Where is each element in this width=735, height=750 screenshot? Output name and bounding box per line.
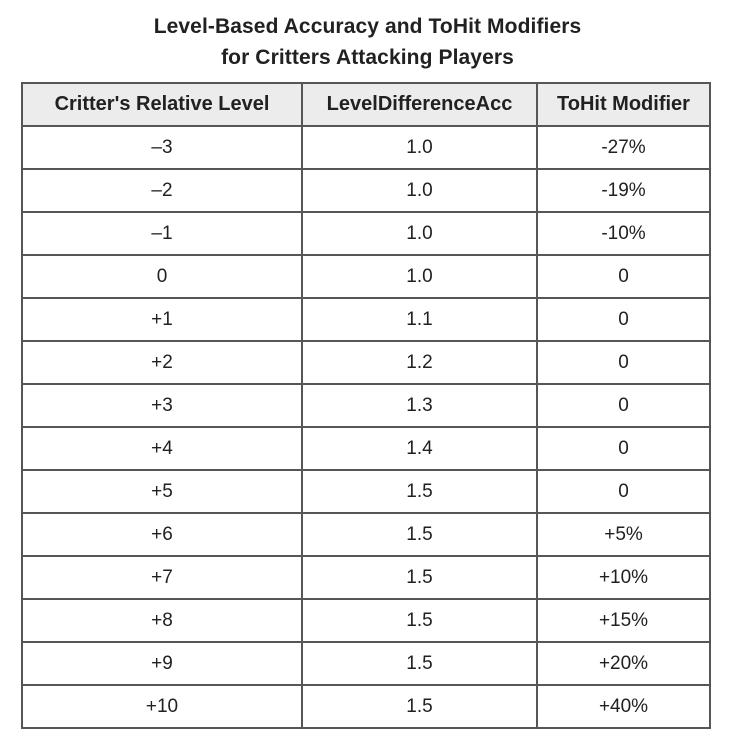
- table-cell: +4: [21, 426, 303, 471]
- table-row: +5 1.5 0: [21, 469, 711, 514]
- table-cell: 1.1: [301, 297, 538, 342]
- table-row: +9 1.5 +20%: [21, 641, 711, 686]
- table-cell: +10: [21, 684, 303, 729]
- table-cell: +3: [21, 383, 303, 428]
- table-cell: +6: [21, 512, 303, 557]
- header-row: Critter's Relative Level LevelDifferenceA…: [21, 82, 711, 127]
- table-row: +3 1.3 0: [21, 383, 711, 428]
- table-row: +8 1.5 +15%: [21, 598, 711, 643]
- table-cell: -10%: [536, 211, 711, 256]
- table-cell: +15%: [536, 598, 711, 643]
- table-cell: 1.0: [301, 168, 538, 213]
- table-cell: 1.4: [301, 426, 538, 471]
- table-row: +4 1.4 0: [21, 426, 711, 471]
- table-cell: 1.5: [301, 555, 538, 600]
- table-cell: 0: [536, 469, 711, 514]
- table-cell: +5%: [536, 512, 711, 557]
- table-title: Level-Based Accuracy and ToHit Modifiers…: [0, 0, 735, 73]
- table-cell: 0: [536, 297, 711, 342]
- table-cell: –1: [21, 211, 303, 256]
- table-row: +1 1.1 0: [21, 297, 711, 342]
- table-cell: 1.0: [301, 211, 538, 256]
- table-cell: 1.3: [301, 383, 538, 428]
- table-cell: 0: [536, 426, 711, 471]
- level-modifiers-table: Critter's Relative Level LevelDifferenceA…: [21, 82, 711, 729]
- table-cell: 0: [536, 340, 711, 385]
- table-cell: +20%: [536, 641, 711, 686]
- table-cell: 1.5: [301, 641, 538, 686]
- table-cell: 1.2: [301, 340, 538, 385]
- table-cell: 1.5: [301, 469, 538, 514]
- table-cell: +5: [21, 469, 303, 514]
- column-header-0: Critter's Relative Level: [21, 82, 303, 127]
- table-row: +7 1.5 +10%: [21, 555, 711, 600]
- table-cell: 1.5: [301, 684, 538, 729]
- column-header-1: LevelDifferenceAcc: [301, 82, 538, 127]
- table-cell: –3: [21, 125, 303, 170]
- table-cell: +8: [21, 598, 303, 643]
- table-cell: 1.5: [301, 598, 538, 643]
- table-cell: +7: [21, 555, 303, 600]
- table-body: –3 1.0 -27% –2 1.0 -19% –1 1.0 -10% 0 1.0 0 +1 1.1 0 +2…: [21, 125, 711, 729]
- table-cell: 1.5: [301, 512, 538, 557]
- table-cell: 1.0: [301, 254, 538, 299]
- table-row: –1 1.0 -10%: [21, 211, 711, 256]
- table-cell: -27%: [536, 125, 711, 170]
- column-header-2: ToHit Modifier: [536, 82, 711, 127]
- table-cell: +2: [21, 340, 303, 385]
- table-row: 0 1.0 0: [21, 254, 711, 299]
- table-row: –3 1.0 -27%: [21, 125, 711, 170]
- table-title-line-1: Level-Based Accuracy and ToHit Modifiers: [153, 15, 582, 38]
- table-cell: -19%: [536, 168, 711, 213]
- table-row: +10 1.5 +40%: [21, 684, 711, 729]
- table-cell: 1.0: [301, 125, 538, 170]
- table-cell: 0: [536, 254, 711, 299]
- table-cell: +40%: [536, 684, 711, 729]
- table-row: +2 1.2 0: [21, 340, 711, 385]
- table-cell: +10%: [536, 555, 711, 600]
- table-title-line-2: for Critters Attacking Players: [221, 46, 514, 69]
- table-row: +6 1.5 +5%: [21, 512, 711, 557]
- table-cell: –2: [21, 168, 303, 213]
- table-cell: 0: [21, 254, 303, 299]
- table-cell: 0: [536, 383, 711, 428]
- table-cell: +9: [21, 641, 303, 686]
- table-row: –2 1.0 -19%: [21, 168, 711, 213]
- table-cell: +1: [21, 297, 303, 342]
